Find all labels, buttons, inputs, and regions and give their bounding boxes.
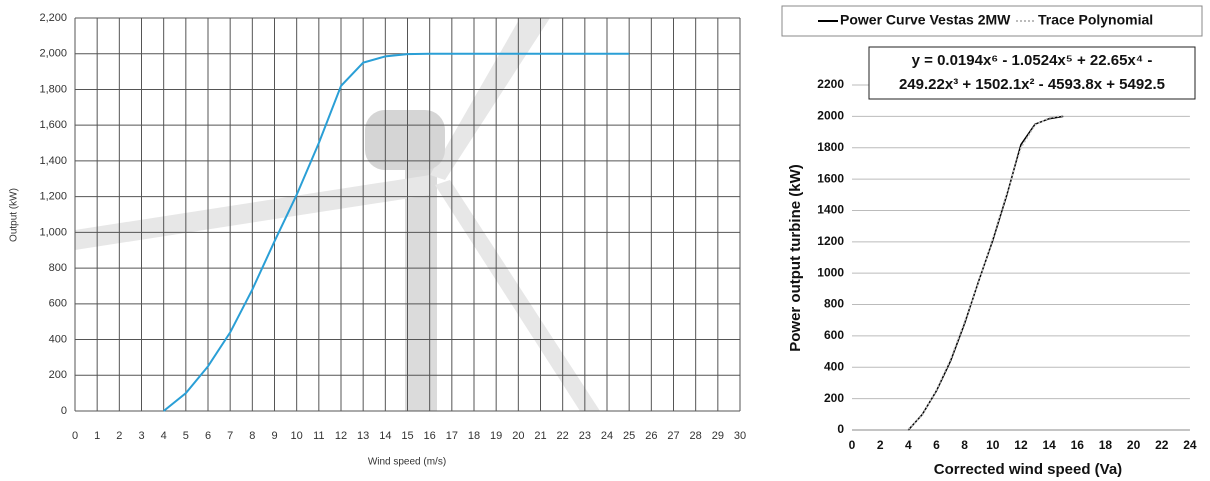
x-axis-label: Corrected wind speed (Va) [934,461,1122,478]
x-tick-label: 13 [357,430,369,442]
x-tick-label: 18 [468,430,480,442]
chart: 02004006008001,0001,2001,4001,6001,8002,… [9,12,746,468]
x-tick-label: 23 [579,430,591,442]
x-axis-label: Wind speed (m/s) [368,457,446,468]
y-tick-label: 2,200 [39,12,67,24]
y-tick-label: 2000 [817,109,844,123]
x-tick-label: 5 [183,430,189,442]
y-tick-label: 1,600 [39,119,67,131]
y-tick-label: 2200 [817,77,844,91]
y-tick-label: 2,000 [39,48,67,60]
x-tick-label: 2 [116,430,122,442]
x-tick-label: 6 [933,438,940,452]
x-tick-label: 1 [94,430,100,442]
y-tick-label: 1000 [817,265,844,279]
x-tick-label: 4 [905,438,912,452]
y-tick-label: 400 [49,333,67,345]
y-tick-label: 0 [61,405,67,417]
y-tick-label: 200 [49,369,67,381]
x-tick-label: 21 [534,430,546,442]
y-axis-label: Output (kW) [9,188,20,242]
y-tick-label: 1,000 [39,226,67,238]
y-axis-label: Power output turbine (kW) [787,164,804,351]
y-tick-label: 200 [824,391,844,405]
legend-label: Trace Polynomial [1038,12,1153,28]
x-tick-label: 10 [291,430,303,442]
legend-label: Power Curve Vestas 2MW [840,12,1011,28]
x-tick-label: 11 [313,430,324,442]
x-tick-label: 19 [490,430,502,442]
x-tick-label: 3 [138,430,144,442]
annotation: y = 0.0194x⁶ - 1.0524x⁵ + 22.65x⁴ - [912,52,1153,69]
y-tick-label: 600 [49,298,67,310]
y-tick-label: 1800 [817,140,844,154]
x-tick-label: 20 [512,430,524,442]
x-tick-label: 30 [734,430,746,442]
x-tick-label: 29 [712,430,724,442]
y-tick-label: 400 [824,359,844,373]
x-tick-label: 14 [379,430,391,442]
x-tick-label: 26 [645,430,657,442]
x-tick-label: 7 [227,430,233,442]
y-tick-label: 600 [824,328,844,342]
x-tick-label: 8 [961,438,968,452]
annotation-box [868,46,1196,100]
x-tick-label: 16 [424,430,436,442]
x-tick-label: 2 [877,438,884,452]
x-tick-label: 18 [1099,438,1113,452]
x-tick-label: 17 [446,430,458,442]
x-tick-label: 0 [72,430,78,442]
y-tick-label: 800 [824,297,844,311]
x-tick-label: 6 [205,430,211,442]
x-tick-label: 12 [335,430,347,442]
x-tick-label: 25 [623,430,635,442]
series-line [163,52,630,412]
x-tick-label: 14 [1042,438,1056,452]
annotation: 249.22x³ + 1502.1x² - 4593.8x + 5492.5 [899,76,1165,93]
x-tick-label: 9 [271,430,277,442]
y-tick-label: 1,800 [39,83,67,95]
x-tick-label: 8 [249,430,255,442]
x-tick-label: 22 [557,430,569,442]
x-tick-label: 12 [1014,438,1028,452]
series-line [907,114,1064,430]
y-tick-label: 1200 [817,234,844,248]
chart: 0200400600800100012001400160018002000220… [781,5,1203,478]
x-tick-label: 24 [1183,438,1197,452]
x-tick-label: 22 [1155,438,1169,452]
y-tick-label: 1400 [817,203,844,217]
turbine-backdrop [75,18,600,411]
x-tick-label: 10 [986,438,1000,452]
x-tick-label: 0 [849,438,856,452]
x-tick-label: 16 [1071,438,1085,452]
y-tick-label: 1,400 [39,155,67,167]
y-tick-label: 1600 [817,171,844,185]
y-tick-label: 1,200 [39,191,67,203]
x-tick-label: 27 [667,430,679,442]
legend-box [781,5,1203,37]
y-tick-label: 0 [837,422,844,436]
x-tick-label: 4 [161,430,167,442]
x-tick-label: 24 [601,430,613,442]
x-tick-label: 15 [401,430,413,442]
x-tick-label: 20 [1127,438,1141,452]
y-tick-label: 800 [49,262,67,274]
series-line [907,115,1064,431]
x-tick-label: 28 [690,430,702,442]
